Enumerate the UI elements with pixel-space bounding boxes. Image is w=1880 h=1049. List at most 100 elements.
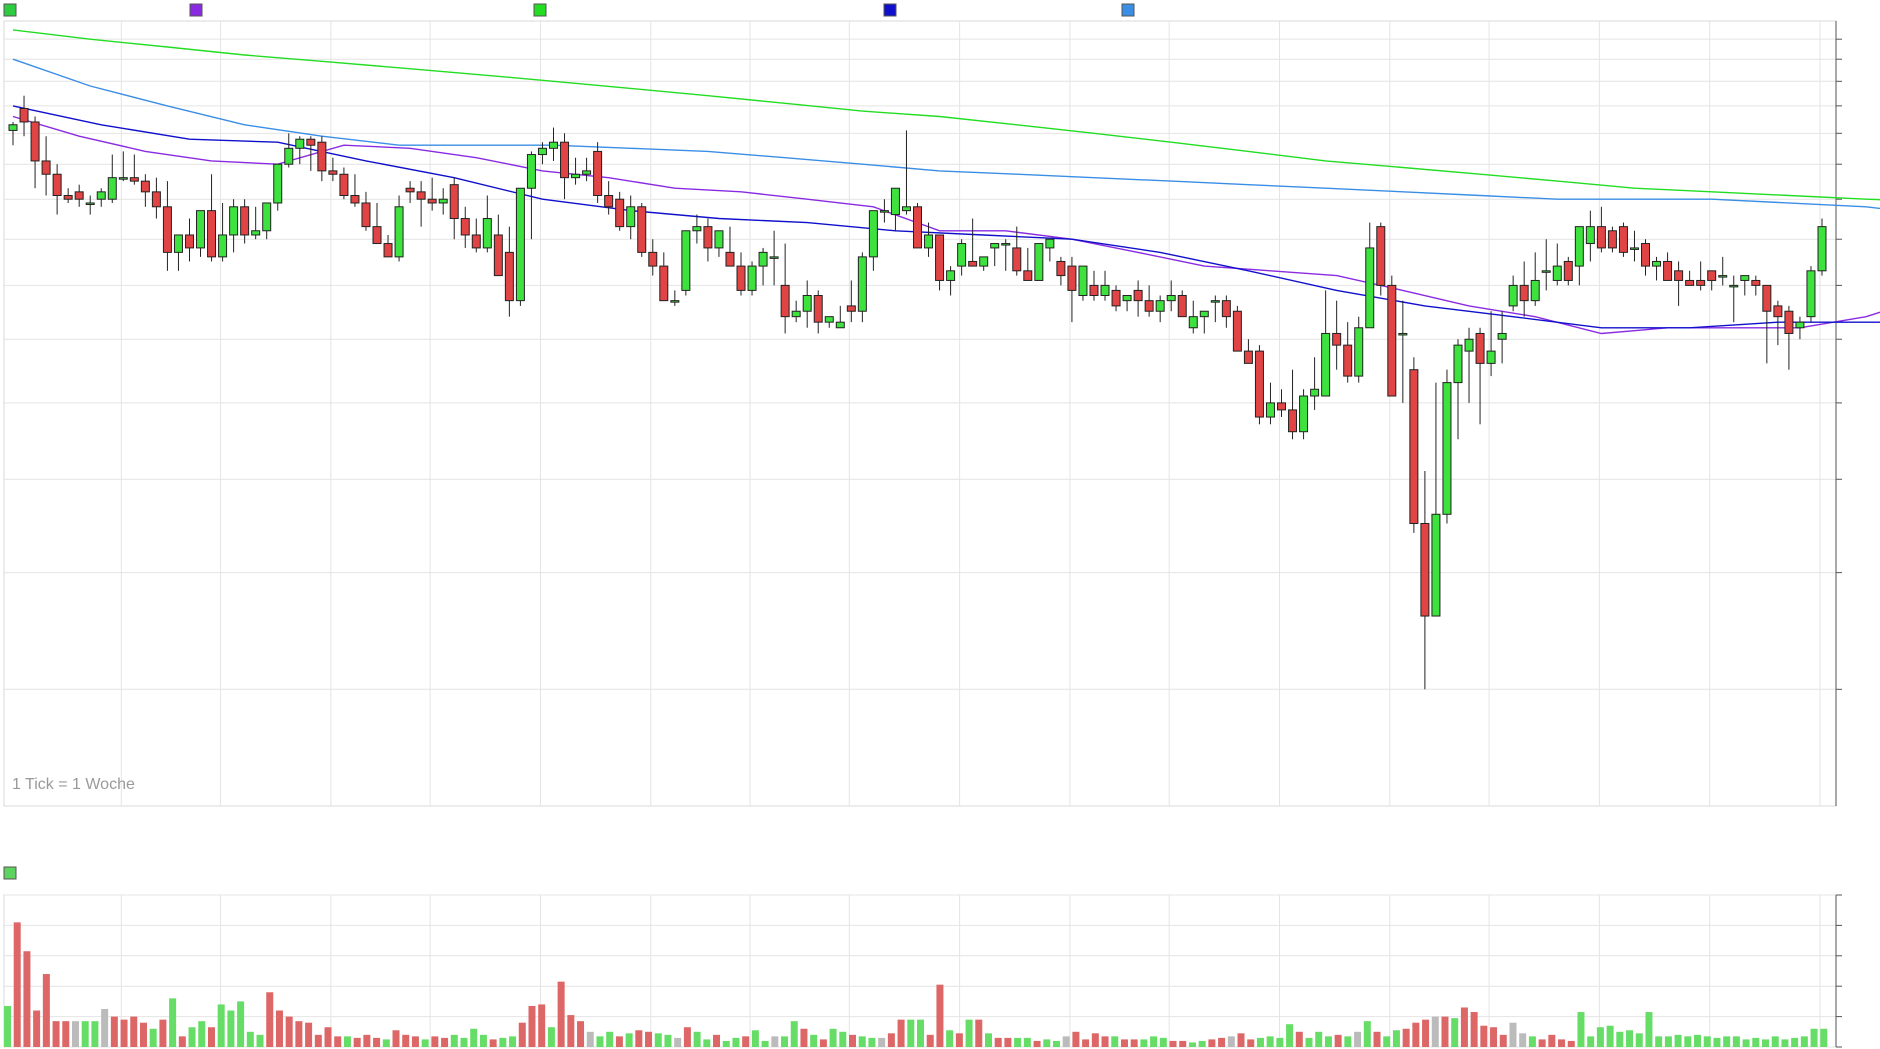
candle-body-up bbox=[714, 230, 724, 249]
candle bbox=[890, 187, 900, 231]
volume-bar bbox=[1635, 1033, 1643, 1047]
volume-bar bbox=[1548, 1034, 1556, 1047]
candle bbox=[207, 174, 217, 262]
volume-bar bbox=[926, 1034, 934, 1047]
candle bbox=[1475, 327, 1485, 425]
candle bbox=[218, 202, 228, 262]
candle bbox=[1519, 261, 1529, 317]
candle-body-up bbox=[515, 187, 525, 302]
candle bbox=[1354, 316, 1364, 383]
candle-body-up bbox=[1001, 243, 1011, 246]
candle bbox=[835, 305, 845, 329]
candle bbox=[339, 167, 349, 200]
candle bbox=[240, 199, 250, 244]
candle bbox=[471, 218, 481, 253]
volume-bar bbox=[1820, 1028, 1828, 1047]
candle bbox=[295, 136, 305, 165]
volume-bar bbox=[1014, 1037, 1022, 1047]
volume-bar bbox=[1674, 1034, 1682, 1047]
volume-bar bbox=[1276, 1037, 1284, 1047]
candle-body-down bbox=[1277, 402, 1287, 411]
volume-bar bbox=[499, 1037, 507, 1047]
candle-body-up bbox=[957, 243, 967, 267]
candle-body-up bbox=[769, 256, 779, 259]
candle-body-down bbox=[427, 198, 437, 204]
candle bbox=[725, 226, 735, 267]
candle-body-down bbox=[1089, 284, 1099, 296]
candle-body-up bbox=[868, 210, 878, 258]
candle bbox=[802, 280, 812, 328]
volume-bar bbox=[1334, 1034, 1342, 1047]
volume-bar bbox=[1237, 1033, 1245, 1047]
candle bbox=[1486, 311, 1496, 377]
candle bbox=[196, 210, 206, 257]
candle-body-down bbox=[1288, 409, 1298, 433]
candle bbox=[560, 133, 570, 200]
volume-bar bbox=[849, 1034, 857, 1047]
candle bbox=[1089, 270, 1099, 301]
candle-body-down bbox=[41, 160, 51, 175]
candle-body-down bbox=[648, 251, 658, 267]
volume-bar bbox=[1587, 1036, 1595, 1047]
volume-bar bbox=[1519, 1033, 1527, 1047]
candle-body-up bbox=[548, 141, 558, 149]
candle bbox=[504, 226, 514, 317]
candle bbox=[1629, 230, 1639, 262]
candle bbox=[1563, 256, 1573, 286]
candle bbox=[692, 214, 702, 244]
volume-legend-swatch bbox=[3, 866, 17, 880]
candle-body-down bbox=[1641, 243, 1651, 267]
candle bbox=[780, 243, 790, 334]
candle-body-down bbox=[1232, 310, 1242, 352]
candle-body-down bbox=[659, 265, 669, 302]
volume-bar bbox=[1072, 1031, 1080, 1047]
candle-body-down bbox=[780, 284, 790, 318]
volume-bar bbox=[538, 1004, 546, 1047]
volume-bar bbox=[577, 1021, 585, 1047]
candle bbox=[118, 151, 128, 182]
volume-bar bbox=[1033, 1040, 1041, 1047]
candle-body-down bbox=[63, 195, 73, 200]
candle bbox=[913, 202, 922, 249]
candle bbox=[758, 247, 768, 286]
candle bbox=[537, 142, 547, 165]
volume-bar bbox=[343, 1036, 351, 1047]
candle-body-down bbox=[1012, 247, 1022, 272]
candle bbox=[769, 230, 779, 286]
candle bbox=[1541, 239, 1551, 291]
candle bbox=[273, 163, 283, 211]
candle-body-down bbox=[913, 206, 922, 249]
volume-bar bbox=[402, 1034, 410, 1047]
volume-bar bbox=[1091, 1033, 1099, 1047]
volume-legend bbox=[3, 866, 17, 880]
candle bbox=[1762, 284, 1772, 364]
volume-bar bbox=[101, 1009, 109, 1047]
volume-bar bbox=[1742, 1039, 1750, 1047]
volume-bar bbox=[839, 1031, 847, 1047]
candle-body-down bbox=[1254, 350, 1264, 418]
volume-bar bbox=[645, 1031, 653, 1047]
candle-body-down bbox=[813, 294, 823, 323]
candle bbox=[1574, 226, 1584, 286]
volume-bar bbox=[1470, 1012, 1478, 1047]
candle bbox=[659, 252, 669, 302]
candle-body-down bbox=[1707, 270, 1717, 281]
volume-bar bbox=[4, 1005, 11, 1047]
candle bbox=[1718, 256, 1728, 286]
price-plot-frame bbox=[3, 20, 1837, 807]
volume-bar bbox=[450, 1034, 458, 1047]
candle bbox=[1012, 226, 1022, 276]
volume-bar bbox=[547, 1027, 555, 1047]
volume-bar bbox=[130, 1016, 138, 1047]
volume-bar bbox=[1344, 1036, 1352, 1047]
candle bbox=[19, 95, 29, 137]
volume-bar bbox=[1363, 1021, 1371, 1047]
volume-bar bbox=[722, 1040, 730, 1047]
volume-bar bbox=[1664, 1036, 1672, 1047]
volume-bar bbox=[693, 1031, 701, 1047]
candle-body-down bbox=[405, 187, 415, 193]
candle bbox=[824, 316, 834, 328]
candle-body-up bbox=[1100, 284, 1110, 296]
candle-body-down bbox=[1420, 522, 1430, 617]
